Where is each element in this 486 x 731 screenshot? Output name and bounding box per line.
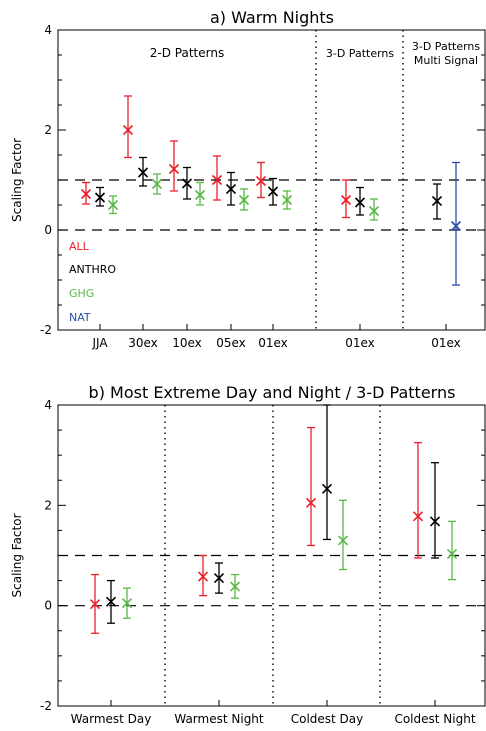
best-estimate-marker (340, 194, 352, 206)
best-estimate-marker (213, 573, 225, 584)
y-tick-label: 2 (44, 123, 52, 137)
chart-title: a) Warm Nights (210, 8, 334, 27)
section-label: 2-D Patterns (150, 46, 224, 60)
y-axis-label: Scaling Factor (10, 138, 24, 222)
best-estimate-marker (89, 599, 101, 610)
best-estimate-marker (225, 183, 237, 195)
data-point (105, 579, 117, 624)
best-estimate-marker (281, 194, 293, 206)
data-point (137, 156, 149, 187)
best-estimate-marker (321, 483, 333, 494)
best-estimate-marker (368, 205, 380, 217)
y-tick-label: -2 (40, 323, 52, 337)
x-tick-label: 01ex (345, 336, 375, 350)
data-point (450, 161, 462, 286)
section-label: Multi Signal (414, 54, 478, 67)
best-estimate-marker (121, 598, 133, 609)
best-estimate-marker (412, 511, 424, 522)
data-point (321, 404, 333, 541)
best-estimate-marker (431, 195, 443, 207)
data-point (151, 173, 163, 195)
data-point (368, 198, 380, 221)
best-estimate-marker (450, 220, 462, 232)
y-axis-label: Scaling Factor (10, 513, 24, 597)
x-tick-label: Coldest Night (394, 712, 475, 726)
data-point (446, 520, 458, 581)
best-estimate-marker (197, 571, 209, 582)
chart-panel-1: a) Warm Nights 4 2 0 -2 Scaling Factor JJA 30ex… (10, 8, 486, 350)
data-point (211, 155, 223, 201)
best-estimate-marker (429, 516, 441, 527)
legend-entry-nat: NAT (69, 311, 91, 324)
data-point (121, 587, 133, 619)
best-estimate-marker (122, 124, 134, 136)
y-tick-label: 4 (44, 23, 52, 37)
x-tick-label: Coldest Day (291, 712, 364, 726)
data-point (354, 186, 366, 216)
x-tick-label: 01ex (431, 336, 461, 350)
data-point (225, 171, 237, 206)
best-estimate-marker (211, 174, 223, 186)
best-estimate-marker (238, 194, 250, 206)
data-point (213, 562, 225, 594)
best-estimate-marker (446, 548, 458, 560)
data-point (80, 181, 92, 205)
data-point (229, 573, 241, 599)
y-tick-label: 0 (44, 599, 52, 613)
x-tick-label: Warmest Day (71, 712, 152, 726)
data-point (89, 573, 101, 634)
x-tick-label: Warmest Night (174, 712, 264, 726)
section-label: 3-D Patterns (412, 40, 481, 53)
best-estimate-marker (107, 199, 119, 211)
legend-entry-anthro: ANTHRO (69, 263, 116, 276)
x-tick-label: 10ex (172, 336, 202, 350)
data-point (197, 554, 209, 597)
chart-title: b) Most Extreme Day and Night / 3-D Patt… (89, 383, 456, 402)
data-point (281, 190, 293, 210)
best-estimate-marker (105, 596, 117, 607)
data-point (122, 95, 134, 159)
best-estimate-marker (80, 188, 92, 200)
data-point (168, 140, 180, 192)
best-estimate-marker (94, 192, 106, 203)
section-label: 3-D Patterns (326, 47, 395, 60)
legend-entry-ghg: GHG (69, 287, 94, 300)
data-point (412, 441, 424, 559)
y-tick-label: 2 (44, 498, 52, 512)
best-estimate-marker (354, 197, 366, 208)
data-point (340, 179, 352, 219)
best-estimate-marker (267, 186, 279, 197)
best-estimate-marker (137, 167, 149, 178)
y-tick-label: 0 (44, 223, 52, 237)
best-estimate-marker (194, 189, 206, 201)
data-point (429, 462, 441, 559)
best-estimate-marker (255, 175, 267, 187)
x-tick-label: 05ex (216, 336, 246, 350)
data-point (267, 177, 279, 206)
data-point (431, 183, 443, 220)
best-estimate-marker (168, 163, 180, 175)
best-estimate-marker (305, 497, 317, 508)
data-point (194, 181, 206, 206)
data-point (305, 426, 317, 547)
x-tick-label: JJA (91, 336, 108, 350)
best-estimate-marker (229, 581, 241, 592)
legend-entry-all: ALL (69, 240, 90, 253)
data-point (107, 195, 119, 215)
best-estimate-marker (337, 535, 349, 546)
data-point (337, 499, 349, 571)
data-point (181, 166, 193, 200)
chart-panel-2: b) Most Extreme Day and Night / 3-D Patt… (10, 383, 486, 726)
data-point (255, 161, 267, 199)
data-point (94, 186, 106, 207)
best-estimate-marker (181, 178, 193, 189)
data-point (238, 188, 250, 211)
y-tick-label: 4 (44, 398, 52, 412)
x-tick-label: 01ex (258, 336, 288, 350)
y-tick-label: -2 (40, 699, 52, 713)
x-tick-label: 30ex (128, 336, 158, 350)
best-estimate-marker (151, 178, 163, 190)
